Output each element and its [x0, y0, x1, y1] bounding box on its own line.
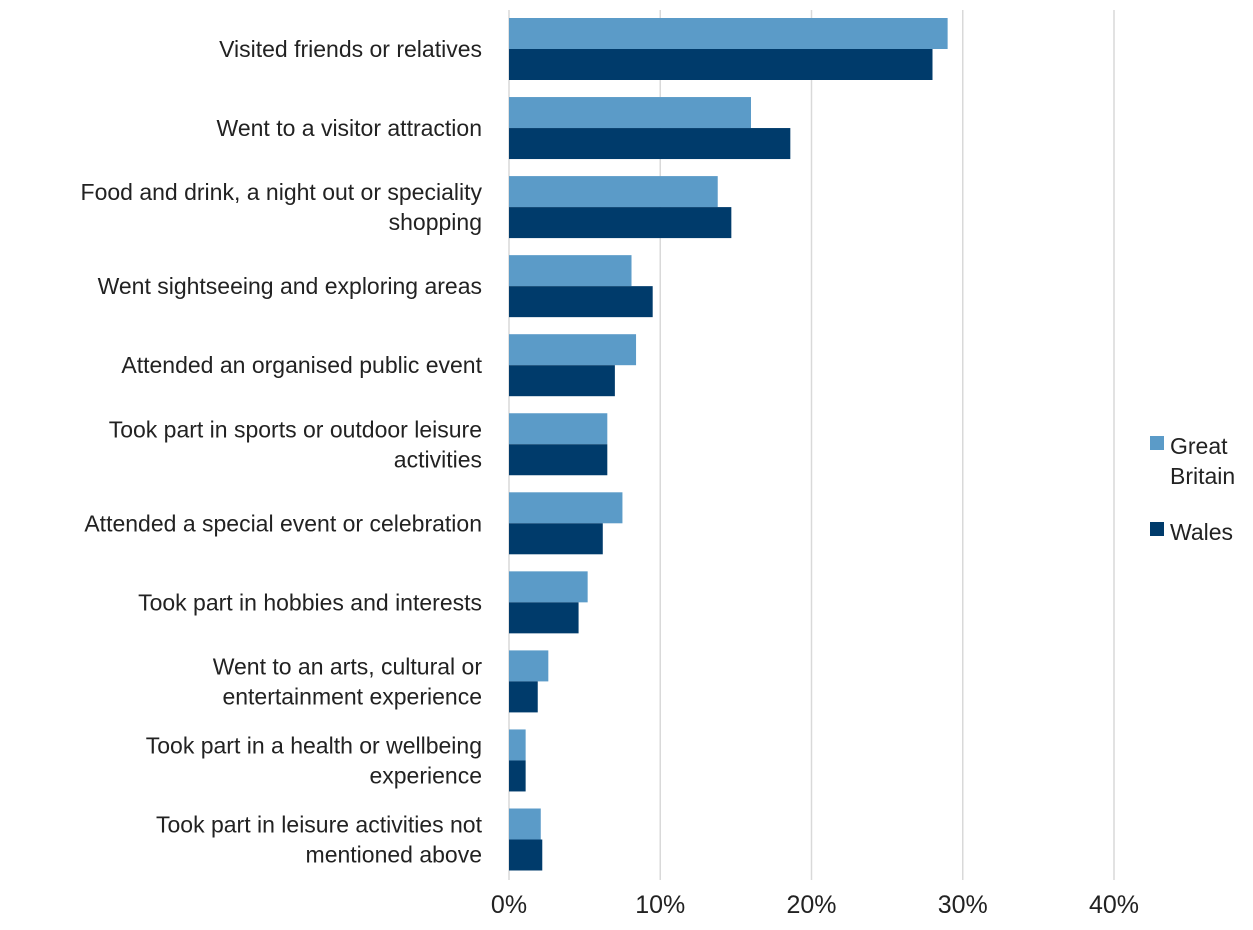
category-label: Visited friends or relatives	[219, 36, 482, 62]
category-label: Took part in hobbies and interests	[138, 589, 482, 615]
legend-label-line: Wales	[1170, 519, 1233, 545]
bar-great-britain-7	[509, 571, 588, 603]
category-label: Food and drink, a night out or specialit…	[81, 179, 483, 235]
category-label: Went to an arts, cultural or entertainmen…	[213, 653, 483, 709]
category-label: Took part in a health or wellbeing experi…	[146, 732, 482, 788]
category-label: Took part in sports or outdoor leisure ac…	[109, 416, 482, 472]
category-label-line: Went to an arts, cultural or	[213, 653, 483, 679]
category-label: Attended an organised public event	[121, 352, 482, 378]
x-tick-label: 40%	[1089, 891, 1139, 919]
legend-swatch-wales	[1150, 522, 1164, 536]
bar-wales-5	[509, 444, 608, 476]
category-label-line: Food and drink, a night out or specialit…	[81, 179, 483, 205]
category-label: Attended a special event or celebration	[84, 510, 482, 536]
x-tick-label: 30%	[938, 891, 988, 919]
legend-label-wales: Wales	[1170, 519, 1233, 545]
bar-wales-1	[509, 128, 791, 160]
bar-great-britain-8	[509, 650, 549, 682]
category-label-line: shopping	[389, 209, 482, 235]
bar-wales-0	[509, 49, 933, 80]
category-label-line: mentioned above	[306, 842, 482, 868]
category-label: Took part in leisure activities not menti…	[156, 812, 483, 868]
category-label-line: activities	[394, 446, 482, 472]
x-axis-tick-labels: 0% 10% 20% 30% 40%	[491, 891, 1139, 919]
category-label-line: experience	[369, 762, 482, 788]
bar-great-britain-4	[509, 334, 637, 366]
legend-label-line: Great	[1170, 433, 1228, 459]
legend-swatch-great-britain	[1150, 436, 1164, 450]
bar-wales-8	[509, 681, 538, 713]
bar-great-britain-0	[509, 18, 948, 49]
bar-wales-4	[509, 365, 615, 397]
category-label-line: Took part in sports or outdoor leisure	[109, 416, 482, 442]
bar-wales-3	[509, 286, 653, 318]
bar-wales-7	[509, 602, 579, 634]
legend: Great Britain Wales	[1150, 433, 1235, 545]
category-label-line: Attended a special event or celebration	[84, 510, 482, 536]
category-label-line: entertainment experience	[222, 683, 482, 709]
category-label-line: Took part in a health or wellbeing	[146, 732, 482, 758]
legend-label-great-britain: Great Britain	[1170, 433, 1235, 489]
category-label-line: Took part in leisure activities not	[156, 812, 483, 838]
category-label-line: Attended an organised public event	[121, 352, 482, 378]
category-label: Went to a visitor attraction	[217, 115, 482, 141]
bar-great-britain-5	[509, 413, 608, 445]
bar-great-britain-6	[509, 492, 623, 524]
bar-great-britain-3	[509, 255, 632, 287]
category-label-line: Went sightseeing and exploring areas	[98, 273, 482, 299]
bar-wales-2	[509, 207, 732, 239]
bar-wales-6	[509, 523, 603, 555]
bar-great-britain-1	[509, 97, 751, 129]
bar-wales-10	[509, 839, 543, 871]
bar-great-britain-10	[509, 808, 541, 840]
category-label-line: Visited friends or relatives	[219, 36, 482, 62]
bar-wales-9	[509, 760, 526, 792]
bar-great-britain-2	[509, 176, 718, 208]
bar-great-britain-9	[509, 729, 526, 761]
category-label-line: Went to a visitor attraction	[217, 115, 482, 141]
x-tick-label: 10%	[635, 891, 685, 919]
category-label-line: Took part in hobbies and interests	[138, 589, 482, 615]
bars	[509, 18, 948, 871]
category-label: Went sightseeing and exploring areas	[98, 273, 482, 299]
category-labels: Visited friends or relatives Went to a vi…	[81, 36, 483, 868]
x-tick-label: 0%	[491, 891, 527, 919]
x-tick-label: 20%	[786, 891, 836, 919]
legend-label-line: Britain	[1170, 463, 1235, 489]
